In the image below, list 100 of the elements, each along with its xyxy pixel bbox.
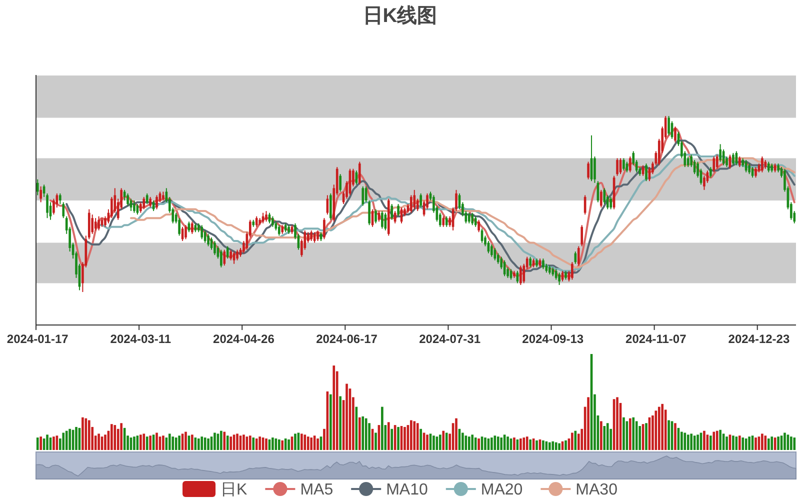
candlestick	[323, 218, 326, 240]
bar	[194, 438, 197, 450]
bar	[490, 438, 493, 450]
bar	[162, 436, 164, 450]
bar	[696, 434, 699, 450]
bar	[110, 424, 113, 450]
candlestick	[645, 163, 648, 182]
candlestick	[445, 216, 448, 228]
bar	[332, 366, 336, 450]
candlestick	[738, 156, 741, 168]
candlestick	[600, 189, 602, 208]
bar	[223, 432, 226, 450]
bar	[236, 434, 238, 450]
candlestick	[362, 186, 364, 206]
x-tick-label: 2024-06-17	[316, 332, 378, 346]
bar	[761, 434, 764, 450]
candlestick	[686, 156, 690, 168]
bar	[522, 438, 526, 450]
bar	[168, 434, 171, 450]
bar	[767, 438, 770, 450]
candlestick	[710, 166, 712, 178]
bar	[645, 423, 648, 450]
bar	[462, 432, 464, 450]
candlestick	[255, 216, 258, 228]
candlestick	[558, 272, 560, 286]
bar	[542, 440, 544, 450]
bar	[387, 422, 390, 450]
bar	[710, 436, 712, 450]
candlestick	[494, 248, 496, 261]
candlestick	[191, 221, 194, 234]
x-tick-label: 2024-03-11	[110, 332, 172, 346]
bar	[558, 443, 560, 450]
candlestick	[278, 224, 280, 236]
bar	[288, 439, 290, 450]
bar	[420, 428, 422, 450]
bar	[770, 436, 774, 450]
candlestick	[712, 156, 716, 173]
bar	[62, 432, 65, 450]
bar	[52, 436, 55, 450]
bar	[790, 436, 792, 450]
candlestick	[91, 214, 94, 234]
candlestick	[40, 186, 42, 203]
bar	[142, 434, 146, 450]
bar	[88, 420, 90, 450]
x-tick-label: 2024-07-31	[419, 332, 481, 346]
candlestick	[381, 210, 384, 230]
bar	[104, 434, 106, 450]
candlestick	[272, 216, 274, 228]
legend-label: MA30	[576, 482, 618, 499]
bar	[478, 438, 480, 450]
candlestick	[62, 202, 65, 219]
bar	[362, 416, 364, 450]
candlestick	[149, 196, 152, 208]
candlestick	[761, 156, 764, 173]
bar	[381, 406, 384, 450]
x-tick-label: 2024-01-17	[6, 332, 69, 346]
bar	[622, 417, 625, 450]
candlestick	[413, 189, 416, 210]
bar	[133, 436, 136, 450]
bar	[404, 426, 406, 450]
candlestick	[200, 224, 204, 240]
bar	[200, 436, 204, 450]
bar	[484, 438, 486, 450]
candlestick	[397, 204, 400, 217]
legend-label: MA20	[480, 482, 523, 499]
bar	[255, 438, 258, 450]
bar	[310, 438, 312, 450]
candlestick	[542, 258, 544, 270]
candlestick	[330, 192, 332, 220]
candlestick	[220, 249, 222, 268]
legend-label: 日K	[220, 482, 248, 499]
bar	[230, 436, 232, 450]
bar	[36, 438, 39, 450]
candlestick	[478, 219, 480, 233]
candlestick	[471, 212, 474, 226]
bar	[390, 428, 394, 450]
bar	[220, 430, 222, 450]
candlestick	[716, 154, 718, 170]
bar	[252, 438, 255, 450]
bar	[358, 417, 361, 450]
bar	[726, 436, 728, 450]
bar	[748, 436, 750, 450]
x-tick-label: 2024-09-13	[522, 332, 584, 346]
candlestick	[571, 262, 574, 280]
bar	[258, 436, 261, 450]
candlestick	[58, 192, 62, 204]
bar	[82, 417, 84, 450]
candlestick	[468, 212, 470, 224]
bar	[146, 436, 148, 450]
bar	[426, 434, 428, 450]
bar	[374, 432, 377, 450]
bar	[712, 432, 716, 450]
bar	[603, 426, 606, 450]
candlestick	[207, 233, 210, 247]
bar	[606, 423, 609, 450]
candlestick	[767, 161, 770, 173]
bar	[397, 426, 400, 450]
bar	[184, 432, 187, 450]
bar	[172, 436, 174, 450]
bar	[413, 421, 416, 450]
